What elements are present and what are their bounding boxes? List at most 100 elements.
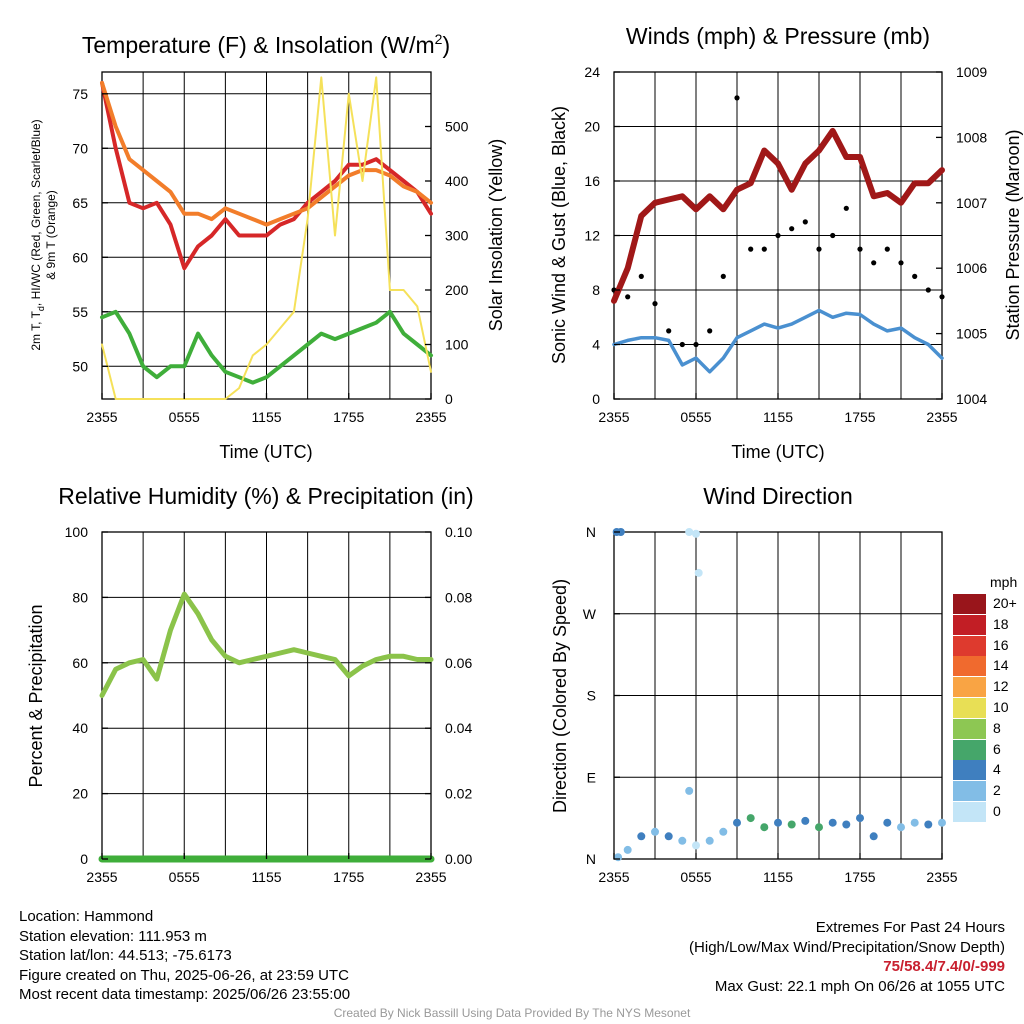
extremes-title: Extremes For Past 24 Hours: [815, 919, 1005, 936]
y-tick-label: 60: [72, 655, 88, 671]
direction-point: [787, 820, 796, 829]
gust-point: [802, 219, 808, 225]
temp-y2-axis-label: Solar Insolation (Yellow): [486, 139, 506, 331]
t9m-series-line: [100, 80, 433, 227]
gust-point: [843, 205, 849, 211]
y-tick-label: 80: [72, 589, 88, 605]
x-tick-label: 2355: [86, 869, 117, 885]
direction-point: [685, 528, 694, 536]
direction-point: [705, 836, 714, 845]
direction-point: [897, 823, 905, 832]
gust-point: [898, 260, 904, 266]
gust-point: [871, 260, 877, 266]
dir-y-axis-label: Direction (Colored By Speed): [550, 579, 570, 813]
rh-y-axis-label: Percent & Precipitation: [26, 604, 46, 787]
x-tick-label: 2355: [415, 409, 446, 425]
gust-point: [666, 328, 672, 334]
direction-point: [910, 818, 919, 827]
direction-point: [828, 818, 837, 827]
x-tick-label: 1155: [251, 869, 281, 885]
y-tick-label: 40: [72, 720, 88, 736]
legend-label: 20+: [993, 595, 1017, 611]
station-latlon: Station lat/lon: 44.513; -75.6173: [19, 947, 232, 964]
y2-tick-label: 1006: [956, 260, 987, 276]
wind-x-axis-label: Time (UTC): [731, 442, 824, 462]
x-tick-label: 1755: [844, 869, 875, 885]
extremes-info: Extremes For Past 24 Hours (High/Low/Max…: [689, 918, 1005, 996]
y-tick-label: 75: [72, 86, 88, 102]
x-tick-label: 2355: [926, 409, 957, 425]
x-tick-label: 1755: [333, 409, 364, 425]
gust-point: [693, 341, 699, 348]
legend-label: 10: [993, 699, 1009, 715]
direction-point: [614, 853, 623, 862]
panel-winds: Winds (mph) & Pressure (mb) 2355 0555 1155…: [549, 23, 1023, 462]
extremes-values: 75/58.4/7.4/0/-999: [883, 958, 1005, 975]
temp-x-axis-label: Time (UTC): [219, 442, 312, 462]
y2-tick-label: 0.08: [445, 589, 472, 605]
direction-tick-label: W: [583, 606, 597, 622]
direction-point: [746, 814, 755, 823]
x-tick-label: 2355: [926, 869, 957, 885]
gust-point: [912, 273, 918, 279]
direction-point: [651, 827, 659, 836]
direction-point: [869, 832, 878, 841]
y2-tick-label: 400: [445, 173, 469, 189]
gust-point: [939, 294, 945, 300]
y2-tick-label: 200: [445, 282, 469, 298]
gust-point: [720, 273, 726, 279]
gust-point: [775, 232, 781, 239]
gust-point: [925, 287, 931, 293]
legend-swatch: [953, 656, 986, 677]
dir-panel-title: Wind Direction: [703, 483, 853, 509]
y-tick-label: 8: [592, 282, 600, 298]
direction-tick-label: E: [587, 769, 596, 785]
y-tick-label: 4: [592, 337, 600, 353]
x-tick-label: 1755: [844, 409, 875, 425]
td-series-line: [100, 309, 433, 385]
legend-unit: mph: [990, 574, 1018, 590]
direction-point: [678, 836, 687, 845]
gust-point: [734, 95, 740, 101]
y2-tick-label: 0: [445, 391, 453, 407]
gust-point: [789, 226, 795, 232]
y-tick-label: 12: [584, 228, 600, 244]
x-tick-label: 1155: [251, 409, 281, 425]
y-tick-label: 0: [592, 391, 600, 407]
y2-tick-label: 1005: [956, 326, 987, 342]
x-tick-label: 0555: [169, 409, 200, 425]
y-tick-label: 55: [72, 304, 88, 320]
t2m-series-line: [100, 80, 433, 271]
legend-label: 8: [993, 719, 1001, 736]
legend-swatch: [953, 594, 986, 614]
legend-label: 18: [993, 615, 1009, 632]
wind-y-axis-label: Sonic Wind & Gust (Blue, Black): [549, 106, 569, 364]
direction-tick-label: N: [586, 851, 596, 867]
max-gust: Max Gust: 22.1 mph On 06/26 at 1055 UTC: [714, 977, 1005, 995]
y-tick-label: 16: [584, 173, 600, 189]
gust-point: [748, 246, 754, 252]
direction-point: [856, 814, 864, 823]
y2-tick-label: 1008: [956, 129, 987, 145]
legend-swatch: [953, 760, 986, 781]
x-tick-label: 1755: [333, 869, 364, 885]
legend-swatch: [953, 739, 986, 760]
direction-point: [924, 820, 933, 829]
y2-tick-label: 100: [445, 337, 469, 353]
gust-point: [761, 246, 767, 252]
y2-tick-label: 1009: [956, 64, 987, 80]
panel-wind-direction: Wind Direction 2355 0555 1155 1755 2355NESWN…: [550, 483, 958, 885]
panel-temperature: Temperature (F) & Insolation (W/m2) 2355…: [29, 31, 506, 462]
direction-point: [938, 818, 946, 827]
y2-tick-label: 0.10: [445, 524, 472, 540]
temp-y-axis-label-line2: & 9m T (Orange): [44, 190, 58, 280]
pressure-series-line: [611, 127, 945, 304]
direction-point: [815, 823, 823, 832]
direction-point: [842, 820, 851, 829]
y-tick-label: 65: [72, 195, 88, 211]
y2-tick-label: 500: [445, 119, 469, 135]
temp-panel-title: Temperature (F) & Insolation (W/m2): [82, 31, 450, 58]
x-tick-label: 1155: [763, 409, 793, 425]
extremes-description: (High/Low/Max Wind/Precipitation/Snow De…: [689, 938, 1005, 956]
